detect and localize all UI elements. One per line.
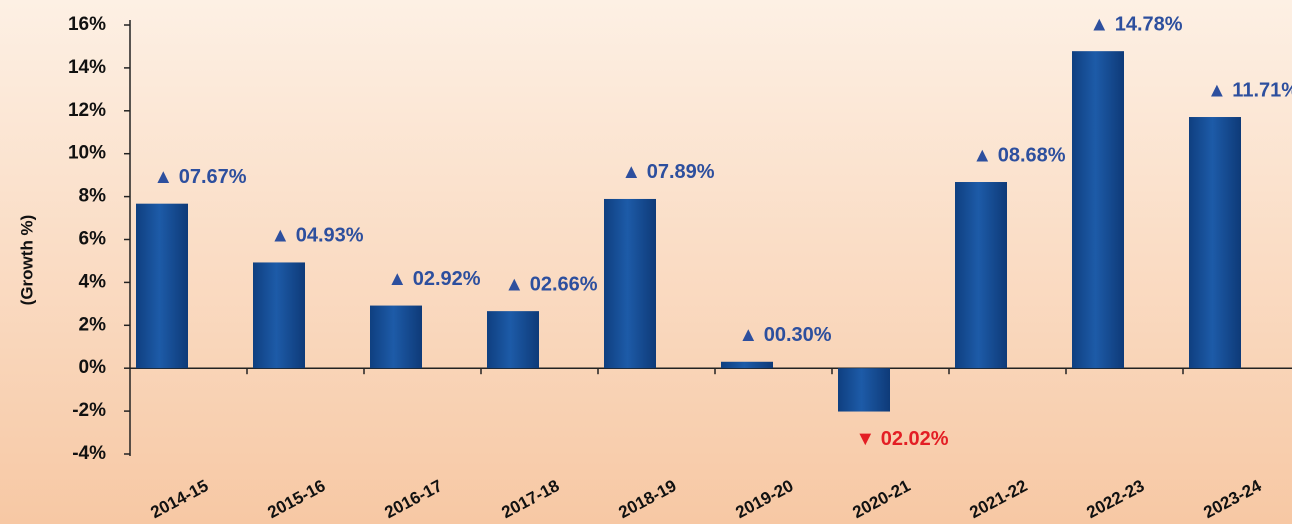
value-label: ▲ 02.92%: [387, 268, 480, 290]
bar: [1072, 51, 1124, 369]
y-tick-label: 14%: [68, 57, 106, 78]
bar: [604, 198, 656, 369]
bar: [370, 305, 422, 369]
y-tick-label: -4%: [72, 443, 106, 464]
y-tick-label: 4%: [79, 271, 107, 292]
value-label: ▲ 00.30%: [738, 324, 831, 346]
y-tick-label: -2%: [72, 400, 106, 421]
value-label: ▲ 08.68%: [972, 144, 1065, 166]
y-tick-label: 2%: [79, 314, 107, 335]
value-label: ▲ 02.66%: [504, 273, 597, 295]
bar: [487, 311, 539, 369]
y-tick-label: 16%: [68, 14, 106, 35]
bar: [136, 203, 188, 369]
y-tick-label: 8%: [79, 186, 107, 207]
y-tick-label: 6%: [79, 229, 107, 250]
bar: [721, 361, 773, 369]
value-label: ▲ 11.71%: [1207, 79, 1292, 101]
y-tick-label: 0%: [79, 357, 107, 378]
y-axis-label: (Growth %): [17, 215, 36, 306]
bar: [253, 262, 305, 369]
value-label: ▲ 14.78%: [1089, 13, 1182, 35]
value-label: ▼ 02.02%: [855, 428, 948, 450]
value-label: ▲ 07.89%: [621, 161, 714, 183]
y-tick-label: 12%: [68, 100, 106, 121]
bar: [955, 182, 1007, 369]
y-tick-label: 10%: [68, 143, 106, 164]
bar: [838, 368, 890, 412]
value-label: ▲ 04.93%: [270, 225, 363, 247]
value-label: ▲ 07.67%: [153, 166, 246, 188]
bar: [1189, 117, 1241, 369]
